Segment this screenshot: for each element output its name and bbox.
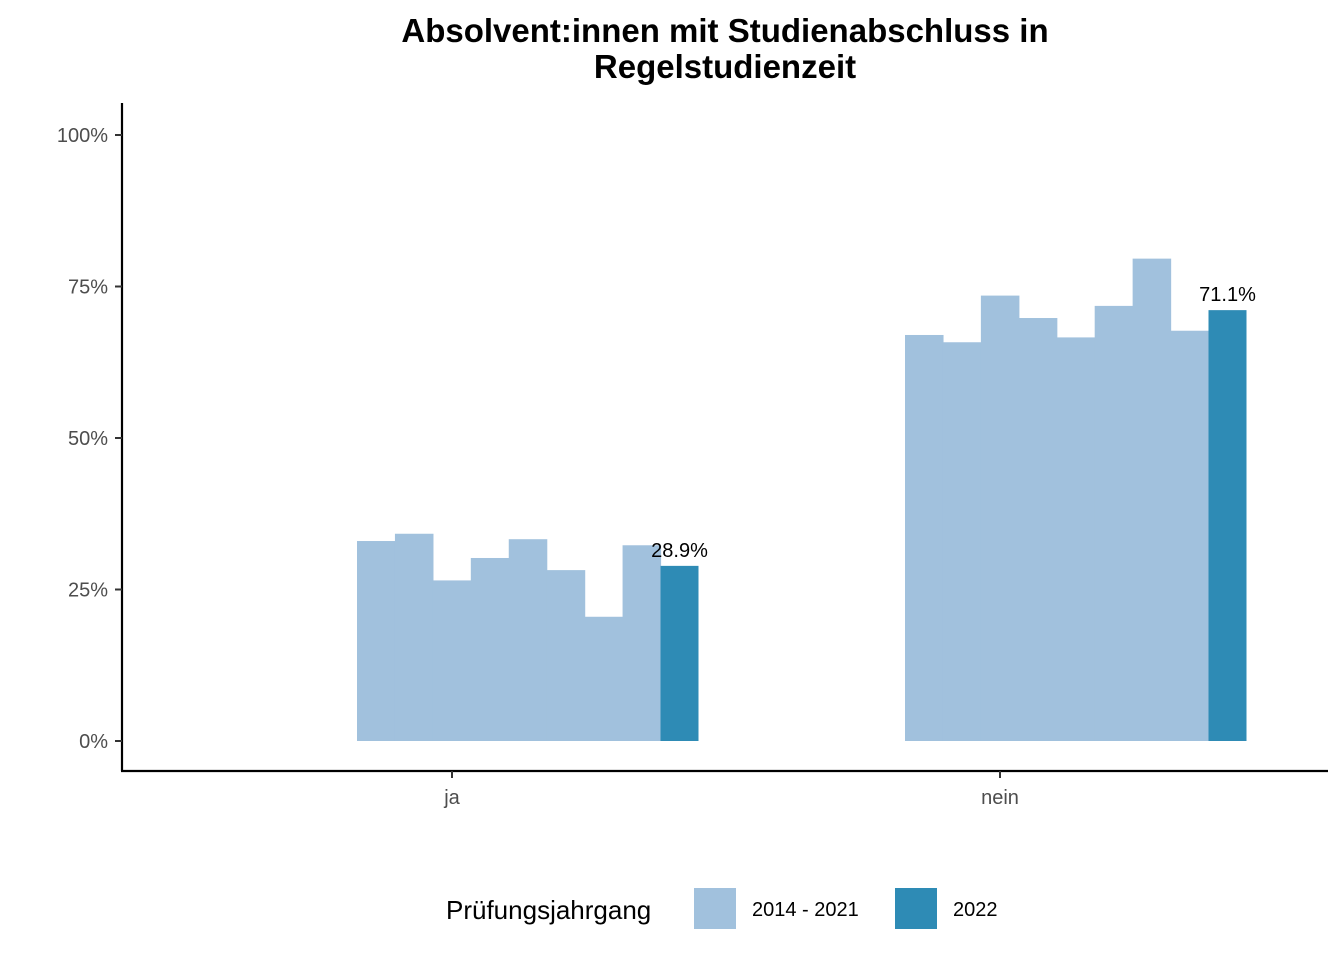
bar-nein-historical [1094, 305, 1134, 741]
legend-key-0 [694, 888, 736, 929]
bar-ja-historical [470, 557, 510, 741]
bars [357, 258, 1247, 741]
bar-nein-2022 [1208, 310, 1247, 741]
bar-ja-historical [357, 541, 396, 741]
bar-nein-historical [980, 295, 1020, 741]
y-tick-label: 100% [57, 125, 108, 147]
bar-nein-historical [1056, 337, 1096, 741]
bar-nein-historical [942, 342, 982, 741]
bar-ja-historical [508, 539, 548, 741]
bar-nein-historical [1132, 258, 1172, 741]
data-label-ja: 28.9% [651, 540, 708, 562]
legend: Prüfungsjahrgang 2014 - 2021 2022 [446, 888, 998, 929]
data-labels: 28.9% 71.1% [651, 284, 1256, 562]
y-tick-label: 75% [68, 277, 108, 299]
chart-title-line: Regelstudienzeit [594, 48, 856, 85]
bar-ja-historical [546, 570, 586, 741]
x-tick-label: ja [443, 787, 460, 809]
bar-ja-historical [584, 616, 624, 741]
bar-ja-historical [432, 580, 472, 741]
data-label-nein: 71.1% [1199, 284, 1256, 306]
bar-nein-historical [1170, 330, 1210, 741]
bar-ja-2022 [660, 565, 699, 741]
axes: 0% 25% 50% 75% 100% ja nein [57, 103, 1328, 809]
chart-title: Absolvent:innen mit Studienabschluss inR… [401, 12, 1048, 85]
chart-title-line: Absolvent:innen mit Studienabschluss in [401, 12, 1048, 49]
y-tick-label: 0% [79, 731, 108, 753]
legend-label-1: 2022 [953, 899, 998, 921]
bar-ja-historical [394, 533, 434, 741]
legend-label-0: 2014 - 2021 [752, 899, 859, 921]
legend-key-1 [895, 888, 937, 929]
x-tick-label: nein [981, 787, 1019, 809]
y-tick-label: 50% [68, 428, 108, 450]
y-tick-label: 25% [68, 580, 108, 602]
bar-ja-historical [622, 545, 662, 741]
legend-title: Prüfungsjahrgang [446, 895, 651, 925]
bar-nein-historical [905, 334, 944, 741]
bar-nein-historical [1018, 318, 1058, 741]
